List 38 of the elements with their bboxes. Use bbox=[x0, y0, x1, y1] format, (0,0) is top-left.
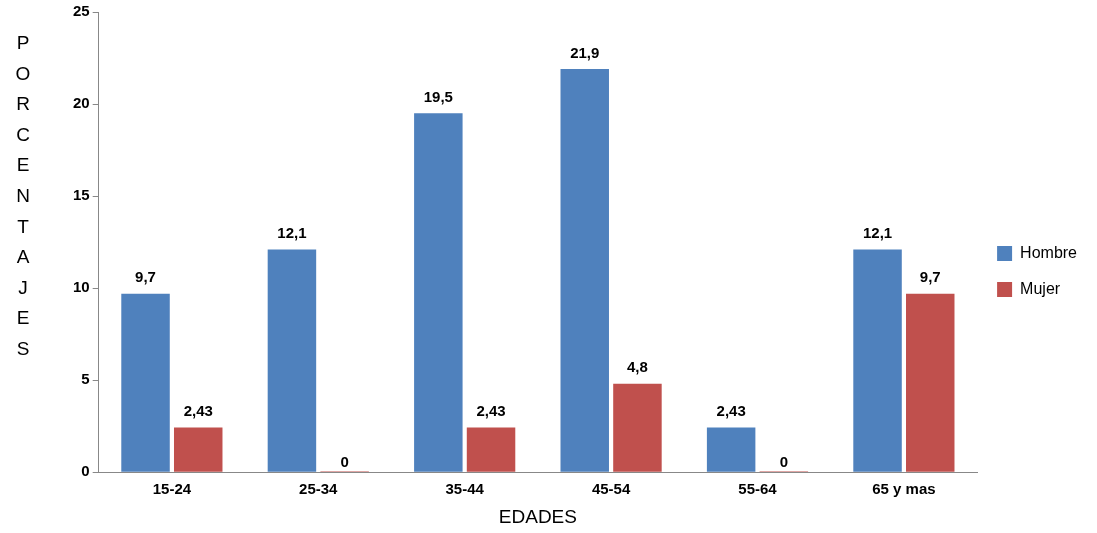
data-label: 0 bbox=[340, 452, 349, 470]
y-tick-label: 20 bbox=[73, 94, 90, 112]
bar bbox=[853, 249, 902, 472]
data-label: 9,7 bbox=[919, 268, 941, 286]
legend-label: Hombre bbox=[1020, 243, 1078, 261]
y-tick-label: 10 bbox=[73, 278, 90, 296]
data-label: 19,5 bbox=[423, 87, 453, 105]
text: PORCENTAJES bbox=[15, 32, 31, 359]
data-label: 21,9 bbox=[570, 43, 600, 61]
x-tick-label: 45-54 bbox=[591, 480, 631, 498]
x-tick-label: 25-34 bbox=[299, 480, 339, 498]
y-tick-label: 25 bbox=[73, 2, 90, 20]
x-tick-label: 55-64 bbox=[738, 480, 778, 498]
bar bbox=[706, 427, 756, 472]
bar bbox=[560, 69, 609, 472]
data-label: 12,1 bbox=[277, 224, 307, 242]
data-label: 2,43 bbox=[716, 402, 746, 420]
data-label: 4,8 bbox=[627, 358, 648, 376]
data-label: 0 bbox=[779, 452, 789, 470]
x-tick-label: 15-24 bbox=[152, 480, 192, 498]
y-tick-label: 5 bbox=[81, 370, 90, 388]
data-label: 2,43 bbox=[476, 402, 506, 420]
bar bbox=[173, 427, 223, 472]
y-tick-label: 0 bbox=[81, 462, 90, 480]
bar bbox=[613, 383, 662, 472]
y-tick-label: 15 bbox=[73, 186, 90, 204]
legend-label: Mujer bbox=[1020, 279, 1061, 297]
bar bbox=[466, 427, 516, 472]
x-tick-label: 35-44 bbox=[445, 480, 485, 498]
data-label: 2,43 bbox=[183, 402, 213, 420]
data-label: 9,7 bbox=[135, 268, 156, 286]
x-tick-label: 65 y mas bbox=[872, 480, 936, 498]
x-axis-title: EDADES bbox=[498, 505, 577, 527]
data-label: 12,1 bbox=[862, 224, 893, 242]
bar bbox=[267, 249, 317, 472]
bar bbox=[121, 293, 170, 472]
bar bbox=[414, 113, 463, 472]
bar bbox=[906, 293, 955, 472]
